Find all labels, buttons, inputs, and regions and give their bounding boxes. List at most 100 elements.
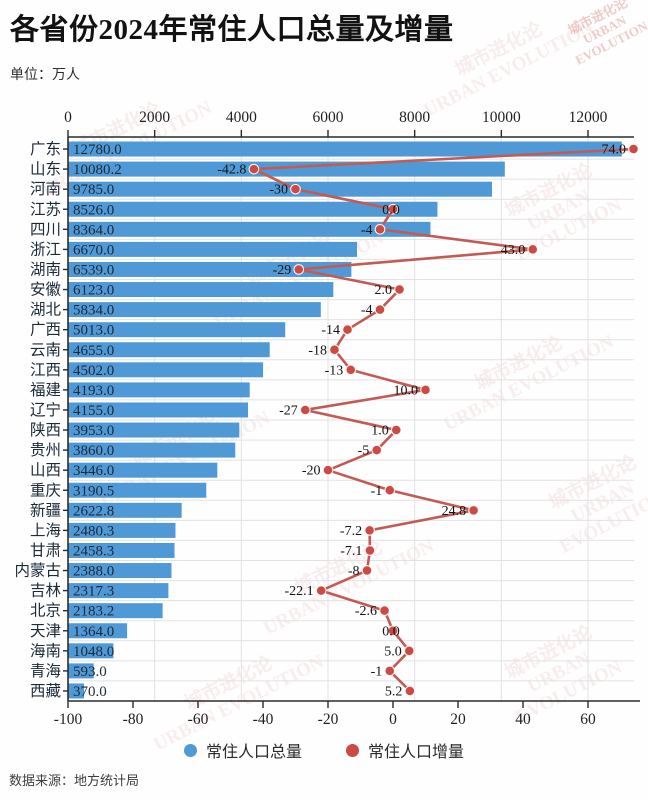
change-value-label: -8 bbox=[348, 564, 360, 579]
bar bbox=[68, 141, 622, 157]
bar-value-label: 10080.2 bbox=[73, 162, 122, 178]
change-value-label: -1 bbox=[371, 484, 383, 499]
bar-value-label: 3190.5 bbox=[73, 483, 114, 499]
change-dot bbox=[374, 223, 386, 235]
change-dot bbox=[329, 344, 340, 356]
change-value-label: -30 bbox=[269, 183, 288, 198]
province-label: 陕西 bbox=[30, 421, 61, 439]
change-dot bbox=[364, 525, 375, 536]
legend-label: 常住人口增量 bbox=[368, 744, 465, 761]
bottom-axis-tick-label: -100 bbox=[54, 711, 83, 728]
bar-value-label: 2388.0 bbox=[73, 564, 114, 580]
province-label: 河南 bbox=[30, 180, 61, 198]
province-label: 新疆 bbox=[30, 501, 61, 519]
bar-value-label: 3953.0 bbox=[73, 423, 114, 439]
change-dot bbox=[390, 424, 402, 436]
province-label: 福建 bbox=[30, 381, 61, 399]
bar bbox=[68, 442, 236, 458]
bar-value-label: 6539.0 bbox=[73, 262, 114, 278]
bar bbox=[68, 201, 438, 217]
change-value-label: 1.0 bbox=[371, 424, 389, 439]
change-dot bbox=[403, 645, 415, 657]
bottom-axis-tick-label: 20 bbox=[450, 711, 466, 728]
change-value-label: 74.0 bbox=[602, 143, 627, 158]
change-value-label: -18 bbox=[308, 343, 327, 358]
bottom-axis-tick-label: 40 bbox=[515, 711, 531, 728]
change-dot bbox=[290, 183, 301, 195]
change-value-label: -29 bbox=[273, 263, 292, 278]
bar bbox=[68, 282, 334, 298]
bar-value-label: 1048.0 bbox=[73, 644, 114, 660]
bar-value-label: 5013.0 bbox=[73, 323, 114, 339]
change-value-label: -14 bbox=[321, 323, 340, 338]
change-value-label: 2.0 bbox=[375, 283, 393, 298]
bar-value-label: 2622.8 bbox=[73, 503, 114, 519]
top-axis-tick-label: 10000 bbox=[482, 109, 521, 126]
bottom-axis-tick-label: -80 bbox=[123, 711, 144, 728]
bar bbox=[68, 322, 286, 338]
change-value-label: 43.0 bbox=[501, 243, 526, 258]
bar bbox=[68, 241, 358, 257]
province-label: 江苏 bbox=[30, 200, 61, 218]
bottom-axis-tick-label: 0 bbox=[389, 711, 397, 728]
bar bbox=[68, 542, 175, 558]
province-label: 海南 bbox=[30, 642, 61, 660]
province-label: 青海 bbox=[30, 662, 61, 680]
province-label: 云南 bbox=[30, 341, 61, 359]
change-dot bbox=[468, 504, 479, 516]
bar bbox=[68, 342, 270, 358]
bar bbox=[68, 181, 493, 197]
bar-value-label: 1364.0 bbox=[73, 624, 114, 640]
bar bbox=[68, 462, 218, 478]
change-dot bbox=[420, 384, 431, 396]
bar-value-label: 5834.0 bbox=[73, 303, 114, 319]
bar-value-label: 3446.0 bbox=[73, 463, 114, 479]
change-value-label: 0.0 bbox=[382, 203, 400, 218]
change-dot bbox=[299, 404, 311, 416]
bar-value-label: 370.0 bbox=[73, 684, 107, 700]
bar bbox=[68, 502, 182, 518]
province-label: 浙江 bbox=[30, 240, 61, 258]
bar-value-label: 8364.0 bbox=[73, 222, 114, 238]
legend-dot-blue bbox=[183, 743, 197, 757]
bar-value-label: 4155.0 bbox=[73, 403, 114, 419]
change-value-label: 24.8 bbox=[442, 504, 467, 519]
province-label: 甘肃 bbox=[30, 541, 61, 559]
change-dot bbox=[387, 203, 399, 215]
bar-value-label: 8526.0 bbox=[73, 202, 114, 218]
change-value-label: -7.2 bbox=[340, 524, 362, 539]
change-value-label: -1 bbox=[371, 664, 383, 679]
province-label: 重庆 bbox=[30, 481, 61, 499]
top-axis-tick-label: 4000 bbox=[226, 109, 257, 126]
bar bbox=[68, 643, 114, 659]
province-label: 天津 bbox=[30, 622, 61, 640]
top-axis-tick-label: 6000 bbox=[313, 109, 344, 126]
change-value-label: -27 bbox=[279, 403, 298, 418]
bottom-axis-tick-label: -20 bbox=[318, 711, 339, 728]
change-dot bbox=[364, 545, 376, 556]
legend-label: 常住人口总量 bbox=[205, 744, 302, 761]
bar-value-label: 4502.0 bbox=[73, 363, 114, 379]
bottom-axis-tick-label: -40 bbox=[253, 711, 274, 728]
bottom-axis-tick-label: -60 bbox=[188, 711, 209, 728]
change-dot bbox=[384, 484, 396, 496]
change-dot bbox=[322, 464, 334, 476]
change-value-label: -13 bbox=[325, 363, 344, 378]
change-dot bbox=[379, 605, 390, 617]
province-label: 吉林 bbox=[30, 582, 62, 600]
change-dot bbox=[384, 665, 396, 677]
bar bbox=[68, 402, 249, 418]
change-value-label: -7.1 bbox=[340, 544, 362, 559]
bar-value-label: 2480.3 bbox=[73, 523, 114, 539]
province-label: 贵州 bbox=[30, 441, 61, 459]
bar bbox=[68, 221, 431, 237]
change-dot bbox=[371, 444, 383, 456]
province-label: 湖北 bbox=[30, 301, 62, 319]
bar bbox=[68, 422, 240, 438]
change-dot bbox=[248, 163, 260, 175]
top-axis-tick-label: 8000 bbox=[399, 109, 430, 126]
top-axis-tick-label: 0 bbox=[64, 109, 72, 126]
change-dot bbox=[387, 625, 399, 637]
change-value-label: 5.0 bbox=[384, 644, 402, 659]
